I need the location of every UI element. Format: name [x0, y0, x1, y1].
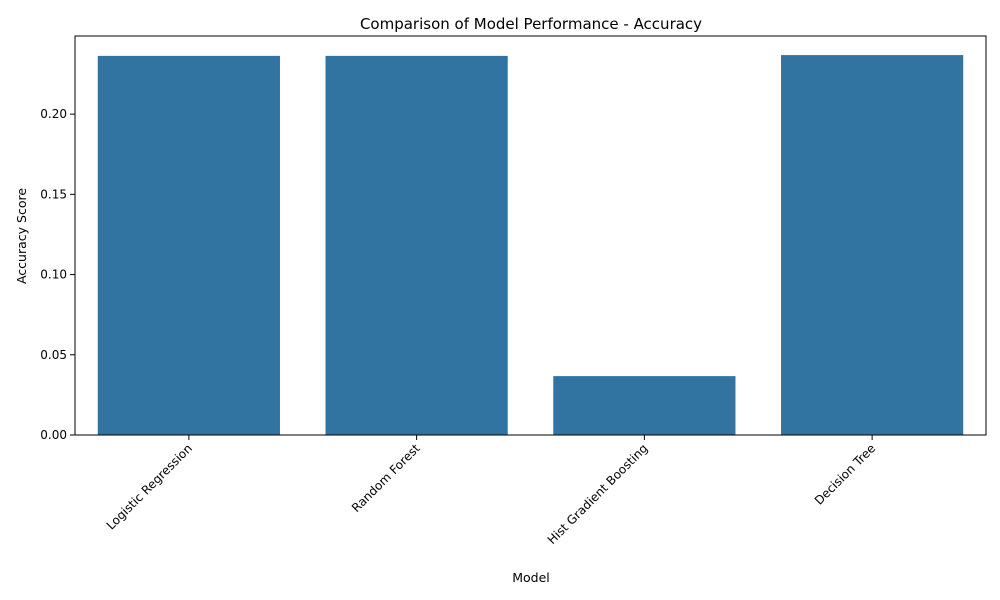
bar-logistic-regression	[97, 55, 280, 435]
y-tick-label: 0.00	[40, 428, 67, 442]
y-axis-ticks: 0.00 0.05 0.10 0.15 0.20	[40, 107, 75, 442]
x-tick-label: Logistic Regression	[104, 441, 195, 532]
x-tick-label: Hist Gradient Boosting	[545, 441, 651, 547]
chart-title: Comparison of Model Performance - Accura…	[360, 15, 702, 33]
y-axis-label: Accuracy Score	[14, 188, 29, 284]
bar-decision-tree	[781, 55, 964, 435]
bar-hist-gradient-boosting	[553, 376, 736, 435]
x-tick-label: Random Forest	[349, 441, 423, 515]
plot-frame	[74, 35, 987, 436]
x-tick-label: Decision Tree	[812, 441, 878, 507]
y-tick-label: 0.15	[40, 187, 67, 201]
x-axis-label: Model	[512, 570, 550, 585]
x-axis-ticks: Logistic Regression Random Forest Hist Gra…	[104, 435, 878, 547]
y-tick-label: 0.10	[40, 268, 67, 282]
y-tick-label: 0.20	[40, 107, 67, 121]
bars-group	[97, 55, 964, 435]
bar-random-forest	[325, 55, 508, 435]
y-tick-label: 0.05	[40, 348, 67, 362]
